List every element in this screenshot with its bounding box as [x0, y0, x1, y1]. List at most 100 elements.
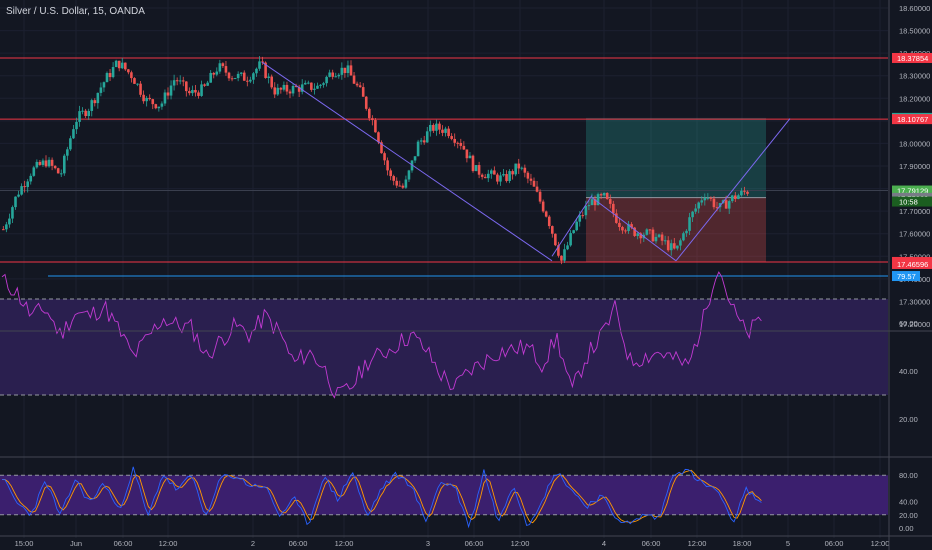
candle-body — [99, 87, 103, 93]
candle-body — [590, 199, 594, 206]
candle-body — [551, 226, 554, 234]
candle-body — [230, 78, 234, 80]
candle-body — [685, 230, 688, 234]
candle-body — [496, 174, 499, 182]
candle-body — [279, 87, 283, 90]
stoch-tick-label: 0.00 — [899, 524, 914, 533]
candle-body — [715, 207, 719, 209]
time-tick-label: 15:00 — [15, 539, 34, 548]
candle-body — [383, 153, 386, 161]
stoch-tick-label: 20.00 — [899, 511, 918, 520]
candle-body — [50, 159, 54, 166]
time-tick-label: 12:00 — [335, 539, 354, 548]
candle-body — [32, 167, 36, 176]
candle-body — [191, 89, 194, 94]
candle-body — [422, 140, 426, 143]
candle-body — [127, 69, 130, 73]
candle-body — [645, 229, 649, 235]
candle-body — [523, 167, 527, 173]
price-badge-label: 17.46596 — [897, 260, 928, 269]
candle-body — [130, 72, 133, 79]
candle-body — [727, 201, 731, 209]
candle-body — [508, 171, 511, 181]
candle-body — [389, 170, 392, 177]
time-tick-label: 4 — [602, 539, 606, 548]
price-tick-label: 17.70000 — [899, 207, 930, 216]
horizontal-levels[interactable] — [0, 57, 888, 263]
candle-body — [712, 198, 716, 208]
candle-body — [392, 176, 395, 181]
take-profit-zone — [586, 117, 766, 198]
candle-body — [654, 236, 658, 242]
candle-body — [343, 67, 347, 73]
candle-body — [233, 78, 237, 80]
candle-body — [465, 149, 469, 159]
trendlines[interactable] — [261, 61, 791, 262]
candle-body — [404, 179, 408, 188]
candle-body — [380, 142, 383, 154]
stoch-band — [0, 475, 888, 515]
price-badge-label: 17.79129 — [897, 187, 928, 196]
candle-body — [133, 78, 136, 84]
candle-body — [181, 80, 185, 82]
candle-body — [416, 141, 420, 157]
candle-body — [29, 175, 33, 182]
candle-body — [47, 159, 51, 167]
candle-body — [300, 84, 304, 92]
candle-body — [72, 129, 75, 139]
candle-body — [364, 96, 368, 109]
time-tick-label: 06:00 — [465, 539, 484, 548]
candle-body — [264, 62, 267, 78]
candle-body — [203, 84, 206, 86]
candle-body — [78, 111, 81, 122]
candle-body — [499, 175, 502, 182]
time-tick-label: 06:00 — [825, 539, 844, 548]
candle-body — [75, 121, 78, 130]
candle-body — [166, 92, 170, 96]
candle-body — [163, 92, 167, 104]
candle-body — [294, 85, 298, 87]
price-tick-label: 18.30000 — [899, 72, 930, 81]
candle-body — [486, 173, 490, 179]
candle-body — [124, 62, 127, 70]
candle-body — [615, 213, 618, 223]
candle-body — [96, 92, 100, 104]
candle-body — [172, 80, 176, 86]
candle-body — [648, 229, 652, 231]
candle-body — [560, 255, 563, 261]
price-tick-label: 18.20000 — [899, 94, 930, 103]
time-axis[interactable]: 15:00 Jun 06:00 12:00 2 06:00 12:00 3 06:00 12:00… — [15, 539, 890, 548]
time-tick-label: 06:00 — [289, 539, 308, 548]
candle-body — [471, 155, 475, 172]
candle-body — [569, 233, 572, 246]
candle-body — [313, 88, 316, 90]
candle-body — [90, 100, 94, 111]
candle-body — [319, 84, 322, 86]
rsi-tick-label: 60.00 — [899, 319, 918, 328]
candle-body — [605, 192, 609, 200]
time-tick-label: 12:00 — [688, 539, 707, 548]
candle-body — [93, 100, 97, 104]
candle-body — [544, 211, 548, 217]
long-position-tool[interactable] — [586, 117, 766, 262]
candle-body — [636, 233, 639, 236]
price-badge-label: 18.37854 — [897, 54, 928, 63]
candle-body — [462, 145, 466, 150]
candle-body — [734, 195, 737, 199]
candle-body — [511, 171, 514, 175]
candle-body — [566, 245, 569, 250]
candle-body — [139, 83, 142, 95]
candle-body — [563, 249, 566, 261]
trendline — [675, 118, 791, 262]
rsi-line — [1, 271, 762, 399]
candle-body — [38, 161, 42, 165]
candle-body — [432, 124, 435, 131]
price-axis[interactable]: 18.6000018.5000018.4000018.3000018.20000… — [892, 4, 932, 533]
candle-body — [337, 74, 341, 77]
candle-body — [59, 173, 63, 175]
rsi-pane — [0, 271, 888, 399]
price-badge — [892, 52, 932, 63]
